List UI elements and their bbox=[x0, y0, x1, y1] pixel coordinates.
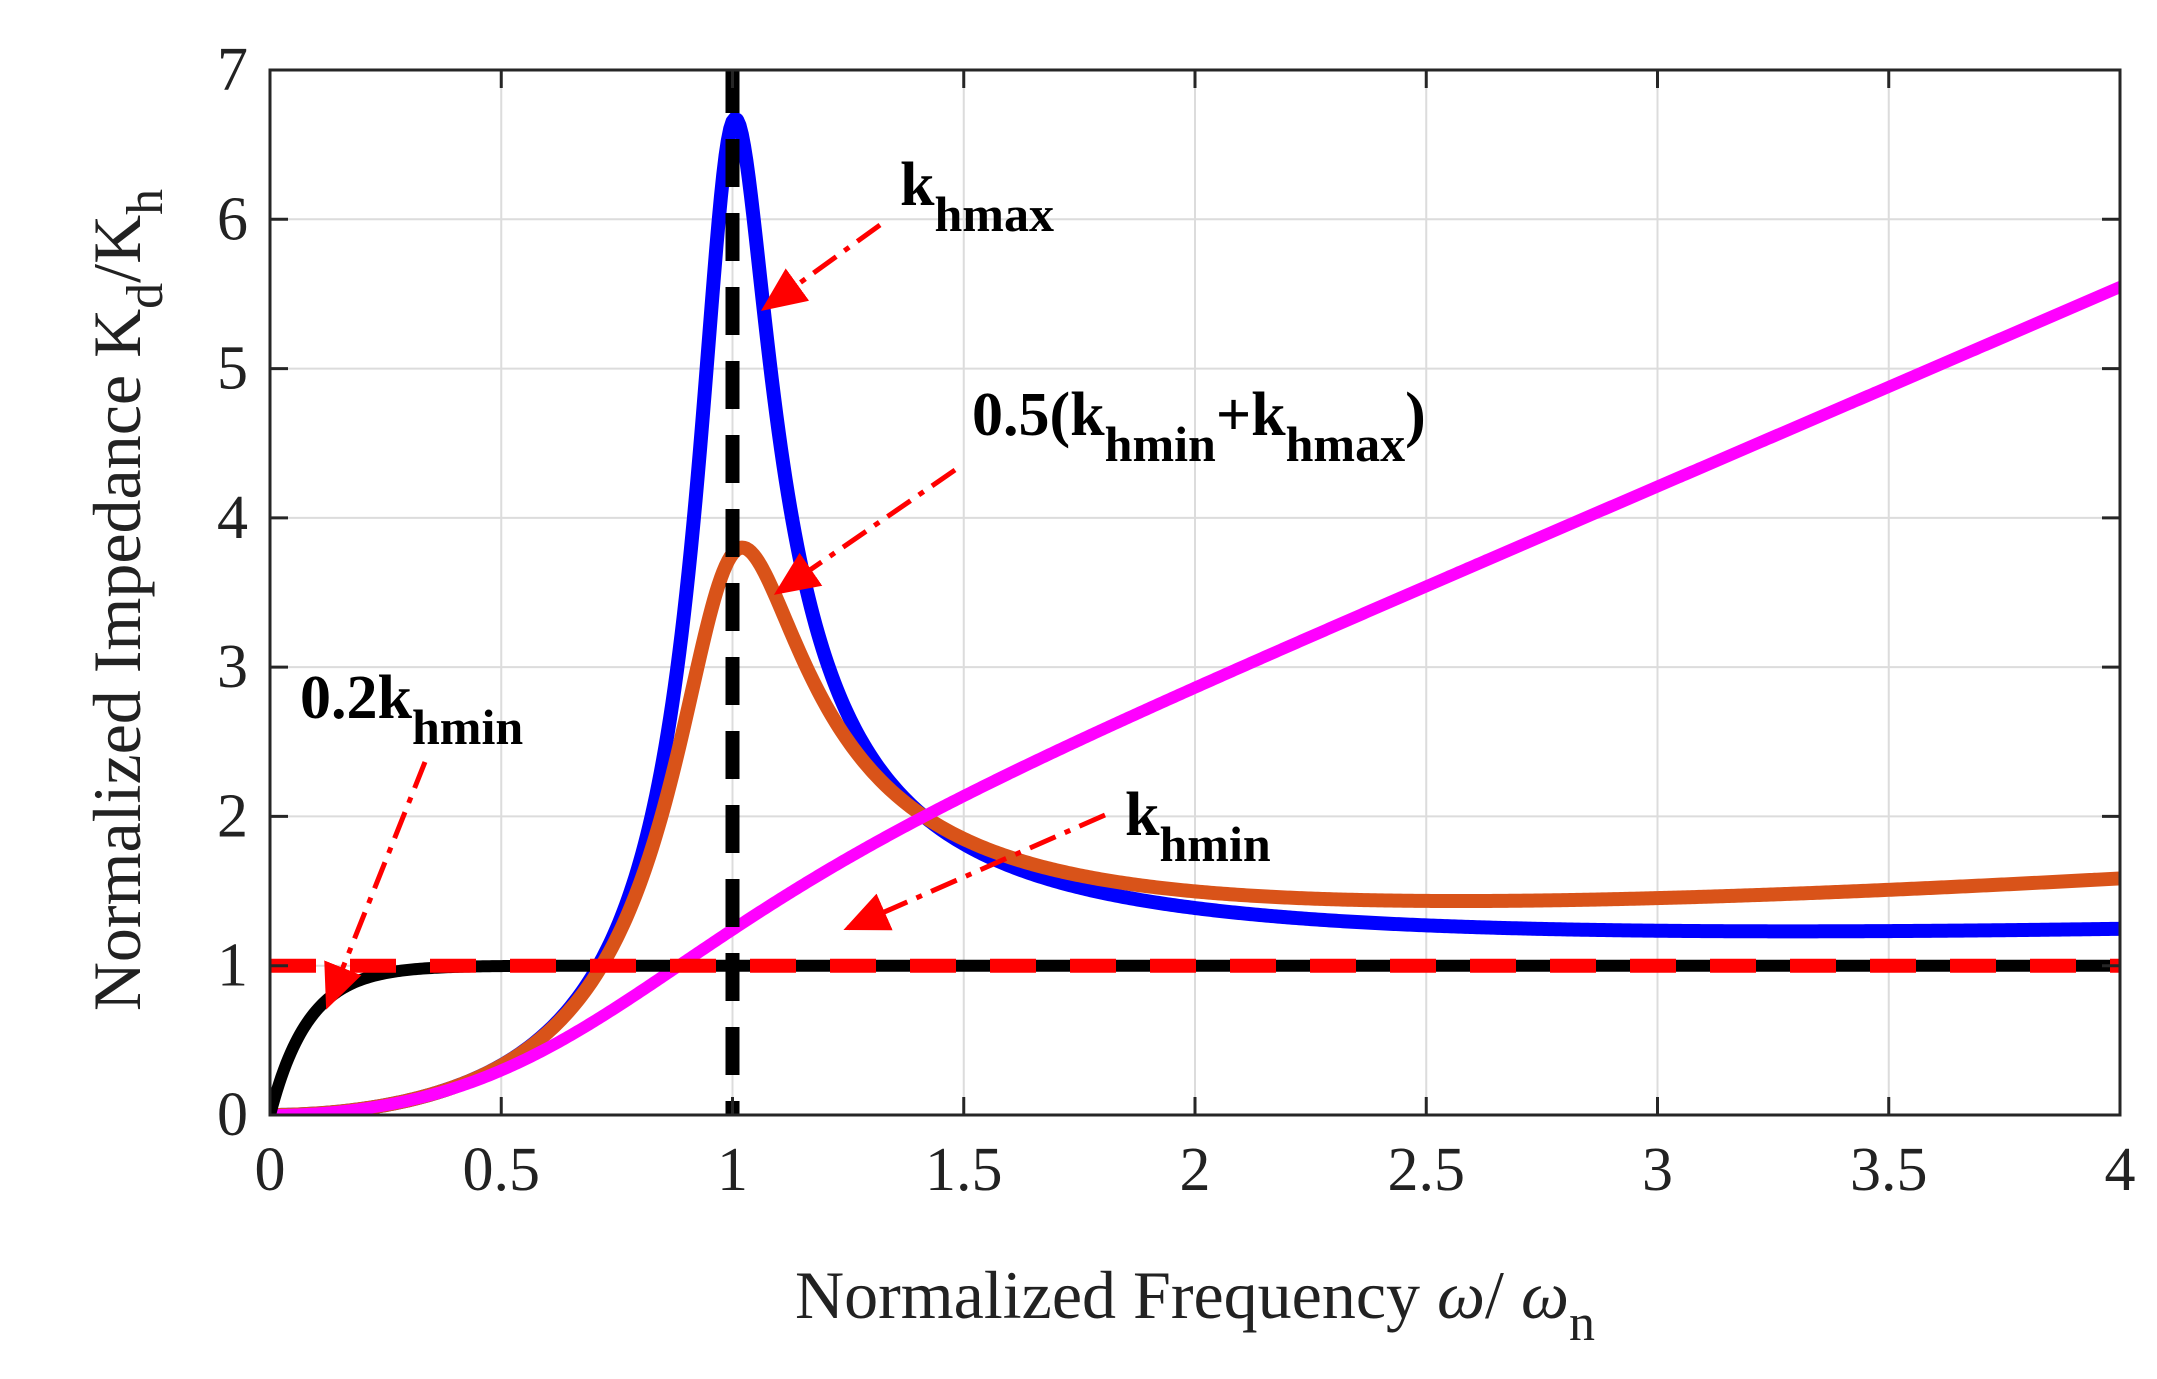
y-tick-label: 0 bbox=[217, 1081, 248, 1149]
series-line-khmin bbox=[270, 281, 2120, 1115]
annotation-arrow-khalf bbox=[773, 467, 957, 595]
y-tick-label: 6 bbox=[217, 185, 248, 253]
y-tick-label: 7 bbox=[217, 36, 248, 104]
y-tick-label: 4 bbox=[217, 484, 248, 552]
series-line-khalf bbox=[270, 540, 2120, 1115]
y-tick-label: 1 bbox=[217, 932, 248, 1000]
grid bbox=[270, 70, 2120, 1115]
x-tick-label: 3.5 bbox=[1850, 1136, 1928, 1204]
y-tick-label: 5 bbox=[217, 335, 248, 403]
x-axis-title: Normalized Frequency ω/ ωn bbox=[795, 1257, 1595, 1352]
y-tick-label: 2 bbox=[217, 782, 248, 850]
curves bbox=[270, 70, 2120, 1115]
annotations: khmax 0.5(khmin+khmax) 0.2khmin khmin bbox=[300, 151, 1426, 1010]
x-tick-label: 2.5 bbox=[1388, 1136, 1466, 1204]
annotation-arrow-khmax bbox=[760, 222, 882, 311]
x-tick-label: 3 bbox=[1642, 1136, 1673, 1204]
x-tick-label: 1.5 bbox=[925, 1136, 1003, 1204]
annotation-khmin: khmin bbox=[1125, 781, 1271, 872]
y-axis-title: Normalized Impedance Kd/Kh bbox=[79, 189, 174, 1011]
annotation-k02: 0.2khmin bbox=[300, 664, 523, 755]
x-tick-label: 1 bbox=[717, 1136, 748, 1204]
x-tick-label: 4 bbox=[2105, 1136, 2136, 1204]
annotation-arrow-k02 bbox=[324, 761, 428, 1010]
x-tick-label: 0.5 bbox=[463, 1136, 541, 1204]
annotation-khmax: khmax bbox=[900, 151, 1054, 242]
annotation-khalf: 0.5(khmin+khmax) bbox=[972, 381, 1426, 472]
annotation-arrow-khmin bbox=[843, 812, 1107, 931]
y-tick-label: 3 bbox=[217, 633, 248, 701]
ticks: 0 0.5 1 1.5 2 2.5 3 3.5 4 0 1 2 3 4 5 6 7 bbox=[217, 36, 2136, 1204]
x-tick-label: 2 bbox=[1180, 1136, 1211, 1204]
x-tick-label: 0 bbox=[255, 1136, 286, 1204]
